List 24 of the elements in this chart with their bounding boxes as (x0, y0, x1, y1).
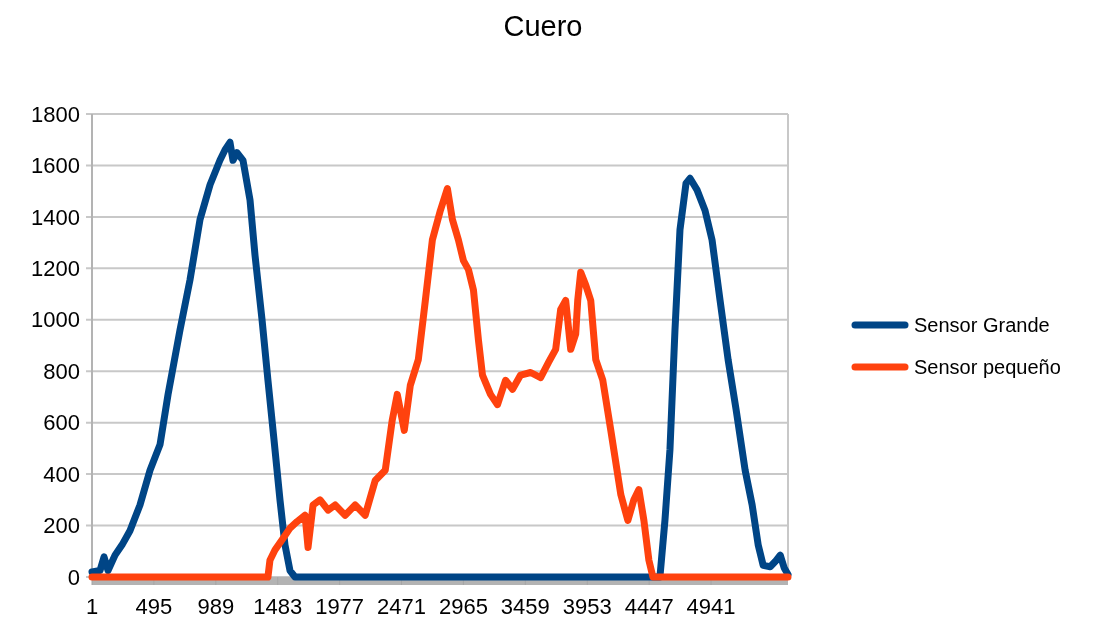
y-tick-label: 0 (67, 564, 80, 590)
y-tick-label: 1400 (31, 204, 80, 230)
x-tick-label: 2471 (377, 594, 426, 619)
x-tick-label: 1483 (253, 594, 303, 619)
legend-label: Sensor Grande (914, 314, 1050, 336)
x-tick-label: 2965 (438, 594, 488, 619)
y-tick-label: 400 (43, 461, 80, 487)
x-tick-label: 1977 (315, 594, 365, 619)
y-tick-label: 1000 (31, 307, 80, 333)
x-tick-label: 4447 (624, 594, 674, 619)
y-tick-label: 800 (43, 358, 80, 384)
x-tick-label: 495 (135, 594, 173, 619)
x-tick-label: 3953 (562, 594, 612, 619)
y-tick-label: 1800 (31, 101, 80, 127)
y-tick-label: 600 (43, 410, 80, 436)
x-tick-label: 4941 (686, 594, 736, 619)
y-tick-label: 1200 (31, 256, 80, 282)
chart-title: Cuero (503, 10, 583, 42)
y-tick-label: 200 (43, 513, 80, 539)
x-tick-label: 989 (197, 594, 235, 619)
x-tick-label: 1 (85, 594, 99, 619)
legend-label: Sensor pequeño (914, 356, 1061, 378)
x-tick-label: 3459 (500, 594, 550, 619)
y-tick-label: 1600 (31, 153, 80, 179)
